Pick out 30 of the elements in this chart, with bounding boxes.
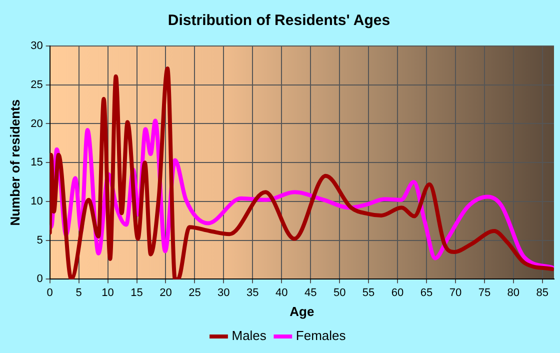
y-axis-title: Number of residents	[7, 99, 22, 226]
chart-title: Distribution of Residents' Ages	[168, 12, 390, 30]
x-tick-label: 65	[420, 286, 433, 299]
x-tick-label: 85	[536, 286, 549, 299]
legend-label: Females	[296, 328, 346, 344]
x-tick-label: 60	[391, 286, 404, 299]
x-tick-label: 55	[362, 286, 375, 299]
x-tick-label: 0	[46, 286, 53, 299]
y-tick-label: 5	[36, 234, 43, 246]
y-tick-label: 20	[30, 118, 43, 130]
legend-label: Males	[232, 328, 267, 344]
y-tick-label: 0	[36, 273, 43, 286]
x-tick-label: 70	[449, 286, 462, 299]
x-axis-title: Age	[290, 304, 314, 319]
x-tick-label: 75	[478, 286, 491, 299]
y-tick-label: 25	[30, 78, 43, 91]
x-tick-label: 80	[507, 286, 520, 299]
x-tick-label: 35	[246, 286, 259, 299]
y-tick-label: 15	[30, 156, 43, 169]
x-tick-label: 40	[276, 286, 288, 299]
x-tick-label: 25	[188, 286, 201, 299]
x-tick-label: 20	[160, 286, 172, 299]
x-tick-label: 5	[76, 286, 82, 299]
y-tick-label: 30	[30, 40, 43, 52]
x-tick-label: 50	[333, 286, 346, 299]
x-tick-label: 15	[130, 286, 143, 299]
y-tick-label: 10	[30, 196, 43, 208]
x-tick-label: 45	[304, 286, 317, 299]
x-tick-label: 10	[102, 286, 114, 299]
x-tick-label: 30	[218, 286, 230, 299]
